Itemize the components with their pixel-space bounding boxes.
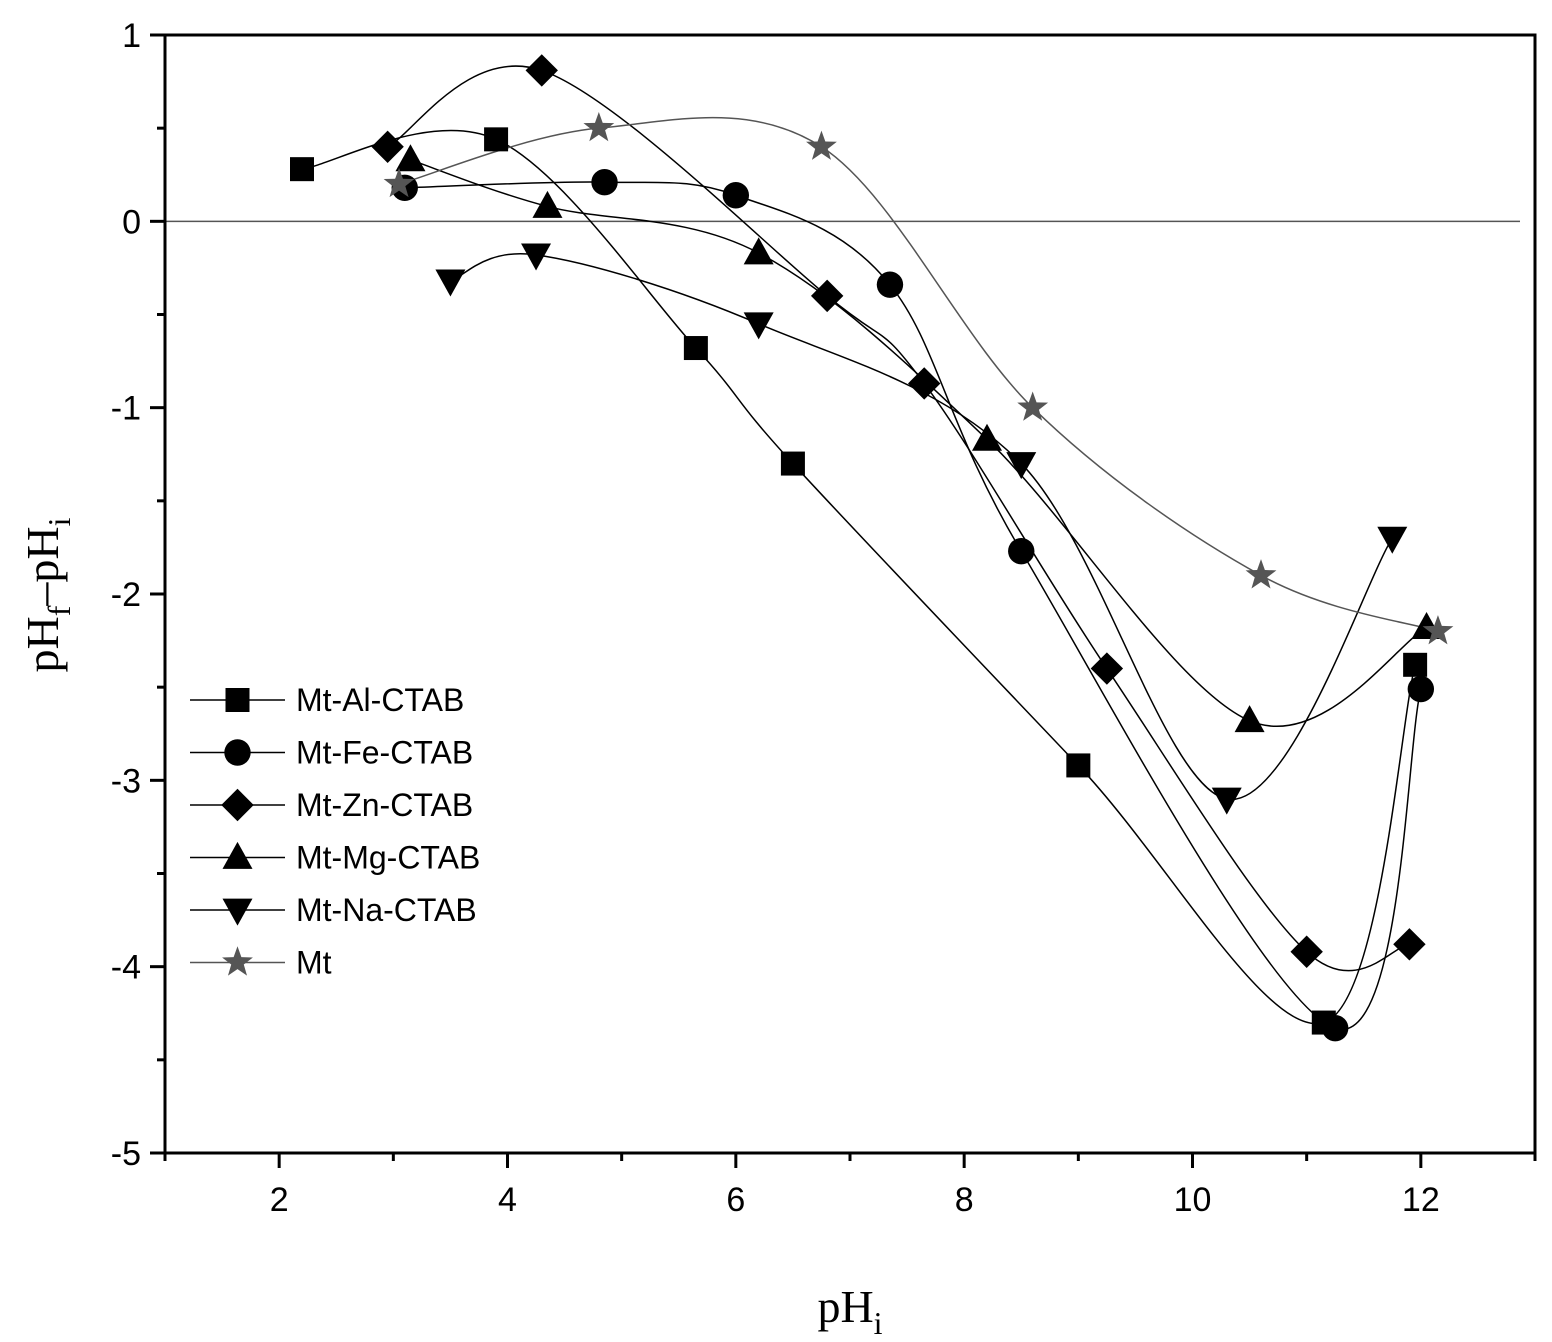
data-point: [780, 451, 805, 476]
legend-label: Mt-Al-CTAB: [296, 682, 464, 718]
data-point: [1017, 391, 1049, 421]
data-point: [1422, 615, 1454, 645]
legend-label: Mt-Zn-CTAB: [296, 787, 473, 823]
data-point: [371, 130, 404, 163]
data-point: [1322, 1014, 1349, 1042]
x-tick-label: 6: [726, 1181, 745, 1219]
x-axis-title-sub: i: [874, 1305, 883, 1341]
data-point: [1393, 928, 1426, 961]
data-point: [908, 367, 941, 400]
data-point: [1234, 705, 1265, 733]
data-point: [1008, 537, 1035, 565]
y-tick-label: 0: [122, 203, 141, 241]
data-point: [1407, 675, 1435, 703]
x-tick-label: 8: [955, 1181, 974, 1219]
legend-label: Mt-Mg-CTAB: [296, 840, 480, 876]
data-point: [532, 190, 563, 218]
data-point: [383, 167, 415, 198]
y-axis-ticks: 1 0 -1 -2 -3 -4 -5: [111, 17, 165, 1173]
y-axis-title-sub2: i: [41, 517, 77, 526]
data-point: [743, 312, 774, 340]
series-markers: [290, 54, 1454, 1042]
data-point: [1245, 559, 1277, 589]
y-axis-title-sub1: f: [41, 605, 77, 616]
y-tick-label: -1: [111, 390, 141, 428]
legend-marker: [222, 946, 253, 976]
y-tick-label: -4: [111, 949, 141, 987]
data-point: [583, 111, 615, 142]
data-point: [1006, 452, 1037, 480]
y-axis-title-base2: pH: [17, 526, 68, 582]
data-point: [525, 54, 558, 87]
legend-marker: [224, 739, 251, 766]
y-tick-label: -5: [111, 1135, 141, 1173]
data-point: [395, 144, 426, 172]
series-line-mt-al-ctab: [301, 129, 1416, 1025]
x-tick-label: 4: [498, 1181, 517, 1219]
legend-marker: [222, 898, 253, 926]
legend-label: Mt: [296, 945, 332, 981]
x-tick-label: 10: [1174, 1181, 1212, 1219]
y-tick-label: -2: [111, 576, 141, 614]
legend-label: Mt-Na-CTAB: [296, 892, 477, 928]
x-axis-ticks: 2 4 6 8 10 12: [163, 1153, 1537, 1219]
legend-marker: [222, 841, 253, 869]
y-axis-title-sep: –: [17, 582, 68, 607]
data-point: [743, 237, 774, 265]
data-point: [484, 127, 509, 152]
data-point: [290, 157, 314, 182]
data-point: [1290, 935, 1323, 968]
series-line-mt-fe-ctab: [404, 181, 1422, 1031]
data-point: [972, 423, 1002, 451]
data-point: [683, 336, 708, 361]
data-point: [810, 279, 844, 313]
data-point: [1066, 753, 1091, 778]
y-axis-title-base1: pH: [17, 616, 68, 672]
x-tick-label: 12: [1402, 1181, 1440, 1219]
x-axis-title-base: pH: [817, 1281, 873, 1332]
data-point: [1377, 526, 1408, 554]
data-point: [1211, 787, 1242, 815]
data-point: [591, 169, 618, 196]
y-tick-label: -3: [111, 762, 141, 800]
x-tick-label: 2: [270, 1181, 289, 1219]
data-point: [1403, 652, 1428, 677]
data-point: [435, 269, 466, 297]
x-axis-title: pHi: [817, 1281, 882, 1341]
legend-marker: [225, 688, 250, 712]
y-tick-label: 1: [122, 17, 141, 55]
data-point: [722, 182, 750, 209]
legend: Mt-Al-CTAB Mt-Fe-CTAB Mt-Zn-CTAB Mt-Mg-CTAB…: [190, 682, 480, 981]
legend-marker: [221, 788, 254, 822]
data-point: [876, 271, 904, 298]
legend-label: Mt-Fe-CTAB: [296, 735, 473, 771]
data-point: [1090, 652, 1124, 685]
data-point: [806, 130, 837, 160]
data-point: [521, 243, 552, 271]
y-axis-title: pHf–pHi: [17, 517, 77, 672]
